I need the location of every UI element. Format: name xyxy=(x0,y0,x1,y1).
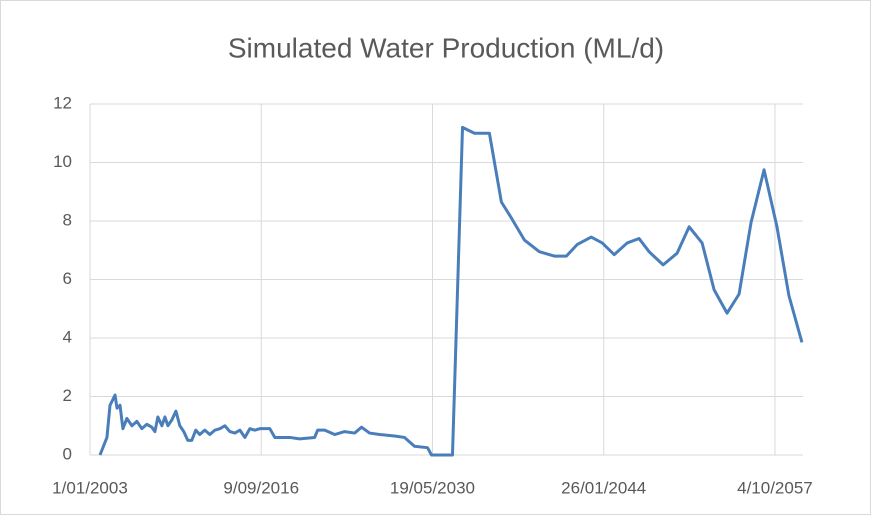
y-tick-label: 12 xyxy=(53,93,72,112)
y-tick-label: 0 xyxy=(63,444,72,463)
y-tick-label: 6 xyxy=(63,269,72,288)
x-tick-label: 26/01/2044 xyxy=(561,478,646,497)
y-tick-label: 2 xyxy=(63,386,72,405)
chart-title: Simulated Water Production (ML/d) xyxy=(228,32,664,63)
x-tick-label: 4/10/2057 xyxy=(737,478,813,497)
x-tick-label: 9/09/2016 xyxy=(223,478,299,497)
y-tick-label: 10 xyxy=(53,152,72,171)
data-line xyxy=(98,125,804,457)
y-tick-label: 8 xyxy=(63,210,72,229)
x-tick-label: 19/05/2030 xyxy=(390,478,475,497)
x-tick-label: 1/01/2003 xyxy=(52,478,128,497)
y-tick-label: 4 xyxy=(63,327,72,346)
